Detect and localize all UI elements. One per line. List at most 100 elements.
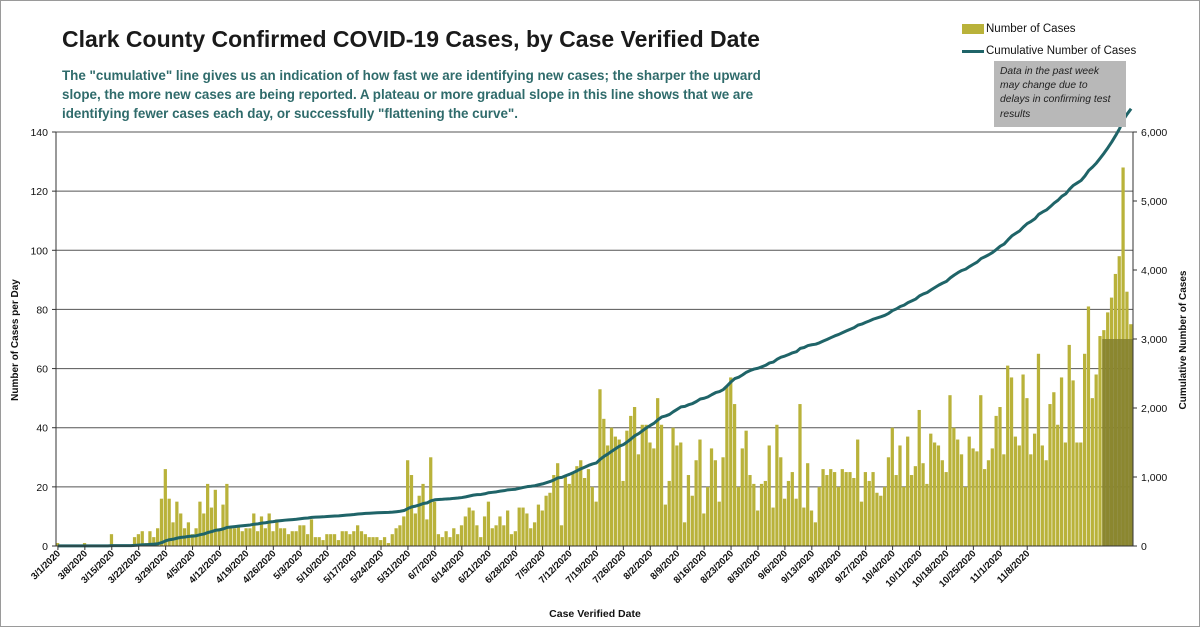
bar [986, 460, 991, 546]
bar [517, 507, 521, 546]
bar [971, 448, 975, 546]
bar [867, 480, 871, 546]
bar [159, 498, 164, 546]
bar [225, 483, 229, 546]
bar [1094, 374, 1098, 546]
bar [856, 439, 860, 546]
bar [682, 522, 687, 546]
bar [659, 424, 664, 546]
bar [186, 522, 191, 546]
bar [1059, 377, 1064, 546]
bar [236, 525, 241, 546]
bar [209, 507, 214, 546]
y2-axis-label: Cumulative Number of Cases [1178, 270, 1189, 409]
bar [240, 531, 244, 546]
bar [709, 448, 714, 546]
bar [456, 534, 460, 546]
bar [367, 537, 371, 546]
bar [1032, 433, 1037, 546]
bar [1036, 353, 1041, 546]
bar [448, 537, 452, 546]
bar [706, 486, 710, 546]
bar [171, 522, 175, 546]
bar [1017, 445, 1021, 546]
bar [256, 531, 260, 546]
bar [752, 483, 756, 546]
bar [198, 501, 202, 546]
bar [452, 528, 456, 546]
bar [329, 534, 333, 546]
bar [413, 513, 417, 546]
legend-bar-swatch [962, 24, 984, 34]
bar [840, 469, 844, 546]
bar [579, 460, 583, 546]
bar [1075, 442, 1079, 546]
bar [140, 531, 144, 546]
y2-tick-label: 1,000 [1141, 472, 1167, 484]
bar [1083, 353, 1087, 546]
y-left-ticks: 0 20 40 60 80 100 120 140 [30, 127, 56, 553]
bar [371, 537, 375, 546]
bar [625, 430, 629, 546]
bar [602, 418, 606, 546]
bar [921, 463, 925, 546]
bar [632, 407, 637, 546]
y2-tick-label: 2,000 [1141, 403, 1167, 415]
bar [1079, 442, 1083, 546]
bar [948, 395, 952, 546]
bar [271, 531, 275, 546]
bar [1098, 336, 1102, 546]
bar [363, 534, 367, 546]
bar [679, 442, 683, 546]
bar [590, 486, 594, 546]
bar [486, 501, 491, 546]
bar [959, 454, 964, 546]
bar [1052, 392, 1056, 546]
bar [844, 472, 848, 546]
bar [552, 475, 556, 546]
y-tick-label: 60 [36, 364, 48, 376]
bar [163, 469, 167, 546]
bar [606, 445, 610, 546]
y2-tick-label: 0 [1141, 541, 1147, 553]
bar [1021, 374, 1025, 546]
y-right-ticks: 0 1,000 2,000 3,000 4,000 5,000 6,000 [1133, 127, 1167, 553]
bar [598, 389, 602, 546]
bar [940, 460, 944, 546]
bar [298, 525, 302, 546]
bar [1044, 460, 1048, 546]
bar [398, 525, 402, 546]
bar [702, 513, 706, 546]
bar [932, 442, 937, 546]
bar [1013, 436, 1018, 546]
bar [848, 472, 852, 546]
bar [890, 427, 894, 546]
bar [979, 395, 983, 546]
bar [782, 498, 787, 546]
bar [321, 540, 325, 546]
bar [779, 457, 783, 546]
bar [829, 469, 833, 546]
bar [721, 457, 725, 546]
bar [290, 531, 294, 546]
bar [375, 537, 379, 546]
bar [409, 475, 414, 546]
bar [244, 528, 248, 546]
bar [763, 480, 767, 546]
bar [967, 436, 971, 546]
bar [463, 516, 467, 546]
bar [532, 522, 537, 546]
bar [994, 415, 998, 546]
bar [440, 537, 444, 546]
bar [167, 498, 171, 546]
bar [352, 531, 356, 546]
bar [644, 424, 648, 546]
bar [513, 531, 517, 546]
bar [344, 531, 348, 546]
y-tick-label: 100 [30, 245, 48, 257]
legend-line-swatch [962, 49, 984, 53]
bar [775, 424, 779, 546]
bar [521, 507, 525, 546]
bar [1009, 377, 1014, 546]
bar [282, 528, 287, 546]
